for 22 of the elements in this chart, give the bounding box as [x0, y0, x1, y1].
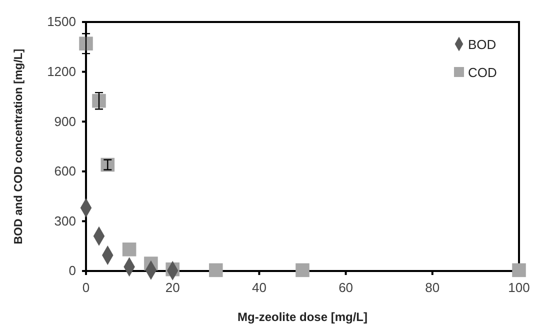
point	[122, 242, 136, 256]
x-tick-label: 0	[82, 280, 90, 296]
y-tick-label: 900	[54, 114, 76, 129]
point	[209, 263, 223, 278]
y-axis-title: BOD and COD concentration [mg/L]	[13, 48, 25, 244]
legend-label: COD	[468, 65, 497, 80]
y-tick-label: 0	[68, 263, 76, 278]
point	[512, 263, 526, 278]
y-tick-label: 1500	[47, 14, 76, 30]
x-tick-label: 40	[252, 280, 266, 296]
point	[79, 36, 93, 50]
point	[100, 158, 115, 172]
y-tick-label: 300	[54, 213, 76, 228]
x-tick-label: 60	[338, 280, 354, 296]
legend-label: BOD	[468, 37, 496, 52]
point	[296, 263, 310, 278]
x-tick-label: 20	[165, 280, 180, 296]
x-tick-label: 100	[508, 280, 530, 296]
x-tick-label: 80	[425, 280, 440, 296]
x-axis-title: Mg-zeolite dose [mg/L]	[238, 310, 368, 324]
y-tick-label: 600	[54, 164, 76, 179]
y-tick-label: 1200	[47, 64, 76, 79]
